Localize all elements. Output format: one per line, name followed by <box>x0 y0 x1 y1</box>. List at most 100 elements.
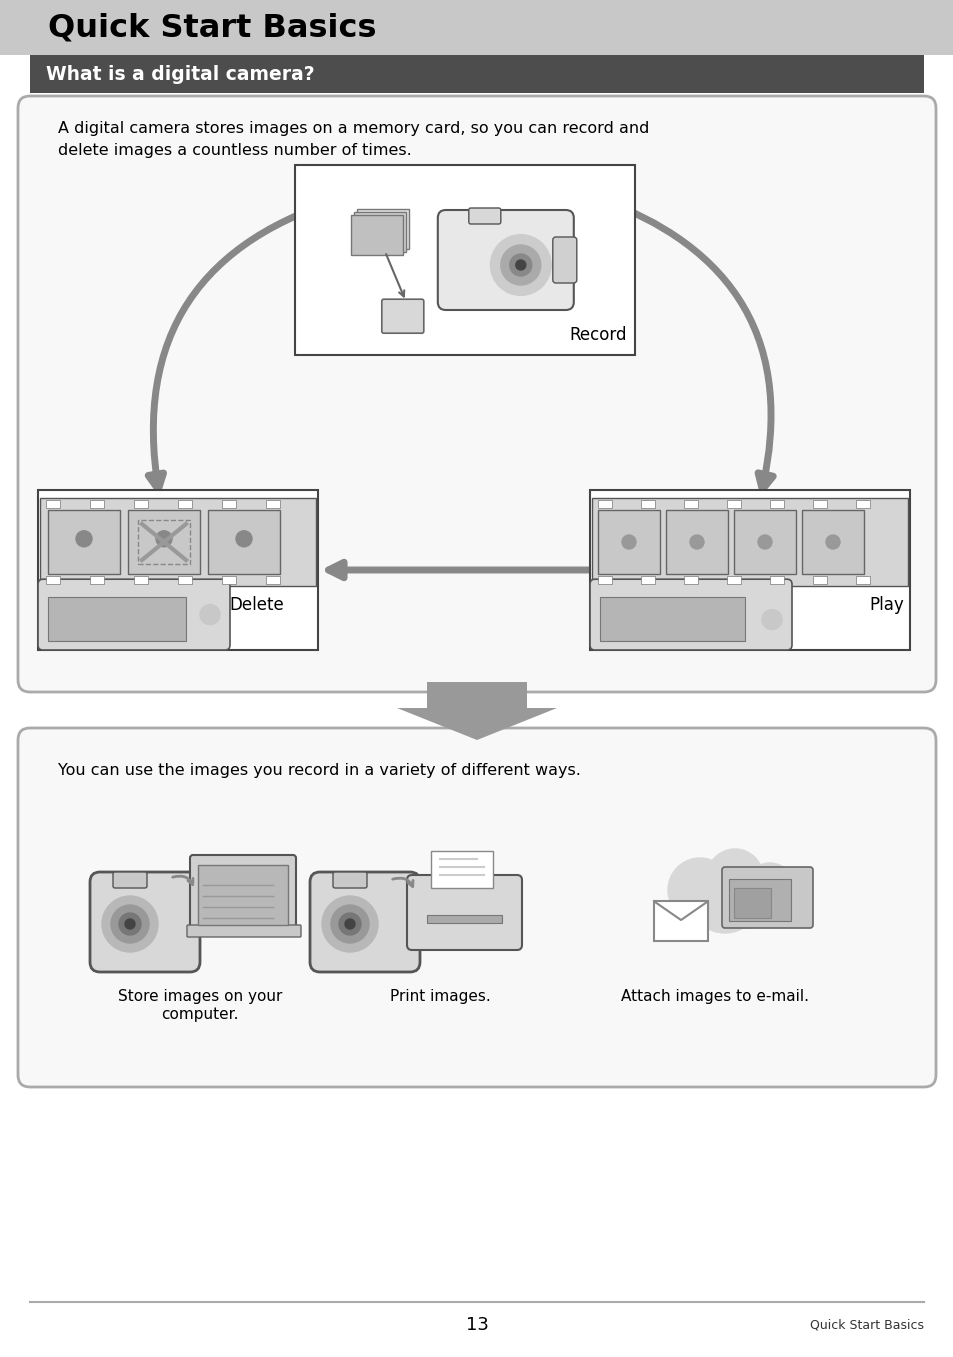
FancyBboxPatch shape <box>654 901 707 940</box>
Circle shape <box>825 535 840 550</box>
FancyBboxPatch shape <box>728 879 790 921</box>
Circle shape <box>331 905 369 943</box>
FancyBboxPatch shape <box>90 873 200 972</box>
FancyBboxPatch shape <box>769 499 783 508</box>
FancyBboxPatch shape <box>599 597 744 641</box>
FancyBboxPatch shape <box>18 727 935 1087</box>
FancyBboxPatch shape <box>683 575 698 584</box>
Circle shape <box>688 860 760 934</box>
FancyBboxPatch shape <box>133 575 148 584</box>
FancyBboxPatch shape <box>733 887 770 917</box>
FancyBboxPatch shape <box>178 575 192 584</box>
FancyBboxPatch shape <box>128 510 200 574</box>
FancyBboxPatch shape <box>640 499 655 508</box>
Circle shape <box>621 535 636 550</box>
FancyBboxPatch shape <box>222 575 235 584</box>
Circle shape <box>345 919 355 930</box>
Circle shape <box>667 858 731 921</box>
Circle shape <box>745 863 793 911</box>
Text: 13: 13 <box>465 1316 488 1334</box>
Circle shape <box>689 535 703 550</box>
FancyBboxPatch shape <box>0 0 953 56</box>
Text: Delete: Delete <box>229 596 283 615</box>
FancyBboxPatch shape <box>855 575 869 584</box>
Circle shape <box>509 254 531 275</box>
FancyBboxPatch shape <box>468 208 500 224</box>
FancyBboxPatch shape <box>354 212 406 251</box>
FancyBboxPatch shape <box>769 575 783 584</box>
Circle shape <box>516 261 525 270</box>
FancyBboxPatch shape <box>112 873 147 887</box>
Circle shape <box>338 913 360 935</box>
FancyBboxPatch shape <box>198 864 288 925</box>
Text: A digital camera stores images on a memory card, so you can record and: A digital camera stores images on a memo… <box>58 121 649 136</box>
FancyBboxPatch shape <box>589 490 909 650</box>
FancyBboxPatch shape <box>46 575 60 584</box>
FancyBboxPatch shape <box>598 510 659 574</box>
FancyBboxPatch shape <box>598 575 612 584</box>
FancyBboxPatch shape <box>48 597 186 641</box>
FancyBboxPatch shape <box>222 499 235 508</box>
FancyBboxPatch shape <box>721 867 812 928</box>
FancyBboxPatch shape <box>733 510 795 574</box>
Text: Quick Start Basics: Quick Start Basics <box>48 12 376 43</box>
FancyBboxPatch shape <box>351 214 402 255</box>
Text: Quick Start Basics: Quick Start Basics <box>809 1319 923 1331</box>
FancyBboxPatch shape <box>294 166 635 356</box>
FancyBboxPatch shape <box>640 575 655 584</box>
FancyBboxPatch shape <box>46 499 60 508</box>
Circle shape <box>156 531 172 547</box>
Circle shape <box>758 535 771 550</box>
FancyBboxPatch shape <box>30 56 923 94</box>
FancyBboxPatch shape <box>855 499 869 508</box>
FancyBboxPatch shape <box>90 575 104 584</box>
Circle shape <box>200 605 220 624</box>
Circle shape <box>125 919 135 930</box>
Circle shape <box>119 913 141 935</box>
Text: What is a digital camera?: What is a digital camera? <box>46 65 314 84</box>
Text: computer.: computer. <box>161 1007 238 1023</box>
FancyBboxPatch shape <box>812 575 826 584</box>
Circle shape <box>706 849 762 905</box>
Circle shape <box>111 905 149 943</box>
Circle shape <box>235 531 252 547</box>
FancyBboxPatch shape <box>812 499 826 508</box>
FancyBboxPatch shape <box>726 499 740 508</box>
Text: Play: Play <box>868 596 903 615</box>
FancyBboxPatch shape <box>38 579 230 650</box>
Polygon shape <box>396 708 557 740</box>
FancyBboxPatch shape <box>589 579 791 650</box>
FancyBboxPatch shape <box>381 299 423 334</box>
Circle shape <box>500 246 540 285</box>
FancyBboxPatch shape <box>431 851 493 887</box>
FancyBboxPatch shape <box>310 873 419 972</box>
FancyBboxPatch shape <box>683 499 698 508</box>
FancyBboxPatch shape <box>208 510 280 574</box>
FancyBboxPatch shape <box>801 510 863 574</box>
FancyBboxPatch shape <box>726 575 740 584</box>
FancyBboxPatch shape <box>407 875 521 950</box>
FancyBboxPatch shape <box>187 925 301 936</box>
Circle shape <box>102 896 158 953</box>
FancyBboxPatch shape <box>266 575 280 584</box>
FancyBboxPatch shape <box>356 209 409 248</box>
FancyBboxPatch shape <box>90 499 104 508</box>
FancyBboxPatch shape <box>178 499 192 508</box>
FancyBboxPatch shape <box>18 96 935 692</box>
FancyBboxPatch shape <box>437 210 573 309</box>
FancyBboxPatch shape <box>40 498 315 586</box>
Text: Print images.: Print images. <box>389 989 490 1004</box>
FancyBboxPatch shape <box>592 498 907 586</box>
Text: Attach images to e-mail.: Attach images to e-mail. <box>620 989 808 1004</box>
FancyBboxPatch shape <box>427 683 526 710</box>
Text: Store images on your: Store images on your <box>117 989 282 1004</box>
FancyBboxPatch shape <box>598 499 612 508</box>
Text: Record: Record <box>569 326 626 345</box>
FancyBboxPatch shape <box>48 510 120 574</box>
FancyBboxPatch shape <box>665 510 727 574</box>
Text: delete images a countless number of times.: delete images a countless number of time… <box>58 142 412 157</box>
Circle shape <box>490 235 550 294</box>
Circle shape <box>721 873 778 928</box>
Circle shape <box>761 609 781 630</box>
FancyBboxPatch shape <box>190 855 295 934</box>
